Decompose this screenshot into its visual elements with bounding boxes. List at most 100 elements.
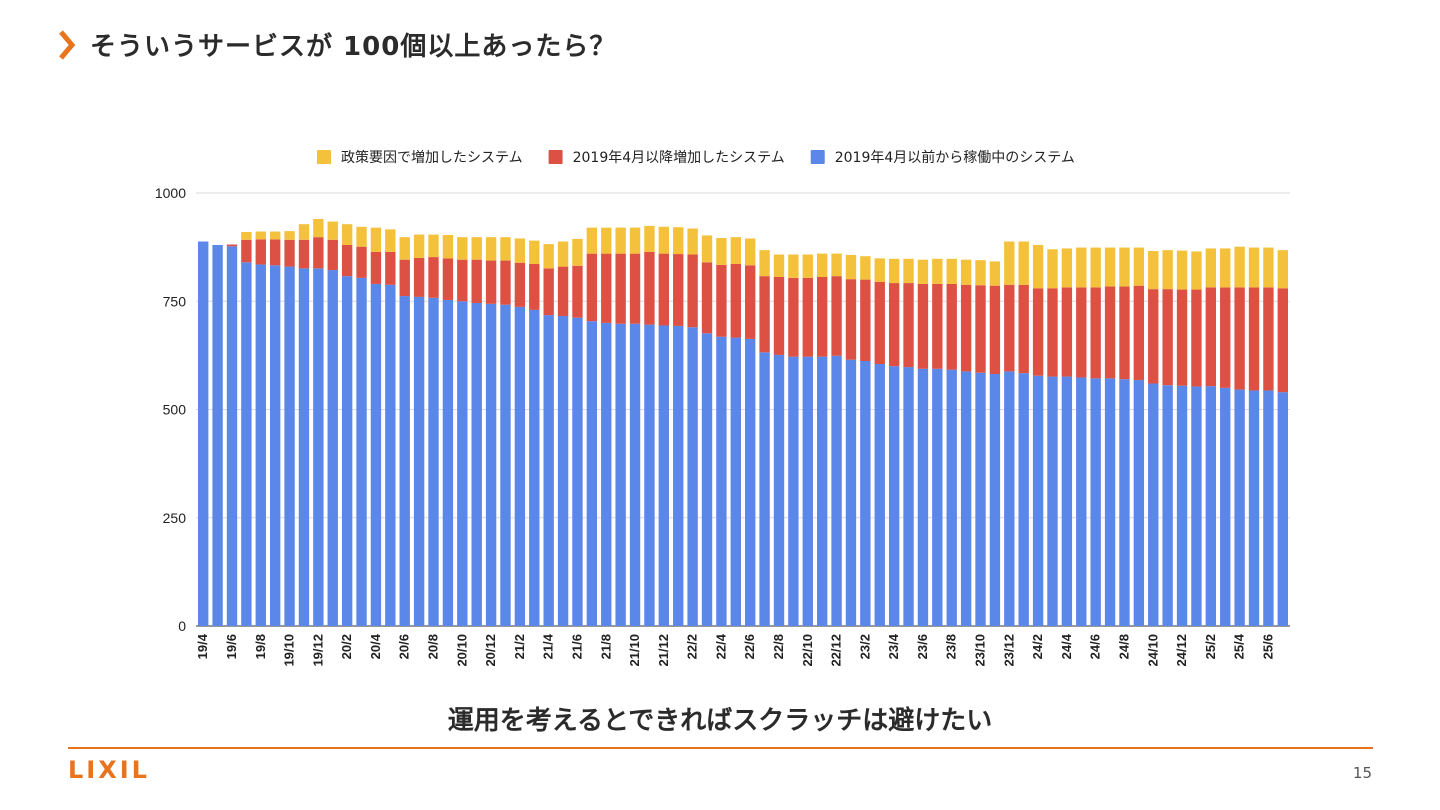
bar-segment bbox=[874, 281, 885, 365]
bar-segment bbox=[1032, 288, 1044, 376]
bar-segment bbox=[716, 336, 727, 626]
bar-segment bbox=[1220, 248, 1231, 288]
x-tick-label: 19/6 bbox=[224, 634, 239, 659]
bar-segment bbox=[673, 325, 684, 626]
bar-segment bbox=[975, 285, 986, 373]
bar-segment bbox=[1004, 284, 1015, 372]
x-tick-label: 23/10 bbox=[973, 634, 988, 667]
bar-segment bbox=[500, 237, 511, 261]
x-tick-label: 23/12 bbox=[1001, 634, 1016, 667]
bar-segment bbox=[327, 239, 338, 271]
x-tick-label: 23/6 bbox=[915, 634, 930, 659]
bar-segment bbox=[1004, 241, 1015, 285]
bar-segment bbox=[658, 226, 670, 254]
bar-segment bbox=[615, 323, 626, 626]
bar-segment bbox=[226, 246, 238, 626]
x-tick-label: 19/12 bbox=[310, 634, 325, 667]
page-number: 15 bbox=[1352, 764, 1372, 782]
bar-segment bbox=[975, 260, 986, 286]
bar-segment bbox=[816, 277, 828, 357]
bar-segment bbox=[1263, 390, 1274, 626]
bar-segment bbox=[745, 338, 756, 626]
bar-segment bbox=[385, 229, 396, 252]
bar-segment bbox=[946, 369, 957, 626]
bar-segment bbox=[831, 276, 842, 356]
bar-segment bbox=[543, 268, 554, 316]
bar-segment bbox=[1220, 387, 1231, 626]
lixil-logo: LIXIL bbox=[68, 756, 150, 784]
x-tick-label: 19/8 bbox=[253, 634, 268, 659]
bar-segment bbox=[399, 237, 410, 260]
x-tick-label: 21/8 bbox=[598, 634, 613, 659]
bar-segment bbox=[773, 277, 785, 355]
bar-segment bbox=[572, 265, 583, 318]
bar-segment bbox=[1119, 379, 1130, 626]
x-tick-label: 21/12 bbox=[656, 634, 671, 667]
bar-segment bbox=[644, 324, 655, 626]
bar-segment bbox=[1277, 392, 1288, 626]
bar-segment bbox=[212, 244, 223, 626]
bar-segment bbox=[1205, 248, 1217, 288]
legend-swatch bbox=[810, 150, 825, 164]
bar-segment bbox=[1176, 385, 1188, 626]
bar-segment bbox=[802, 277, 813, 357]
bar-segment bbox=[529, 264, 540, 310]
bar-segment bbox=[1191, 289, 1202, 387]
bar-segment bbox=[946, 283, 957, 370]
bar-segment bbox=[298, 239, 310, 269]
bar-segment bbox=[687, 327, 698, 626]
bar-segment bbox=[788, 277, 799, 357]
bar-segment bbox=[888, 366, 900, 626]
bar-segment bbox=[1119, 247, 1130, 287]
bar-segment bbox=[989, 373, 1001, 626]
bar-segment bbox=[874, 364, 885, 626]
x-tick-label: 22/6 bbox=[742, 634, 757, 659]
legend-label: 政策要因で増加したシステム bbox=[341, 149, 523, 166]
bar-segment bbox=[701, 235, 713, 263]
bar-segment bbox=[1263, 247, 1274, 288]
x-tick-label: 19/4 bbox=[195, 633, 210, 659]
x-tick-label: 23/8 bbox=[944, 634, 959, 659]
x-tick-label: 21/2 bbox=[512, 634, 527, 659]
bar-segment bbox=[457, 259, 468, 302]
bar-segment bbox=[629, 253, 641, 324]
bar-segment bbox=[730, 264, 741, 338]
bar-segment bbox=[788, 356, 799, 626]
bar-segment bbox=[529, 309, 540, 626]
bar-segment bbox=[500, 260, 511, 305]
legend-swatch bbox=[548, 150, 563, 164]
bar-segment bbox=[1090, 247, 1101, 288]
bar-segment bbox=[514, 306, 526, 626]
bar-segment bbox=[1205, 287, 1217, 387]
bar-segment bbox=[1104, 378, 1116, 626]
bar-segment bbox=[471, 237, 482, 260]
bar-segment bbox=[960, 284, 972, 372]
bar-segment bbox=[658, 325, 670, 626]
bar-segment bbox=[1032, 244, 1044, 289]
bar-segment bbox=[514, 262, 526, 307]
bar-segment bbox=[1263, 287, 1274, 391]
bar-segment bbox=[198, 241, 209, 626]
y-tick-label: 750 bbox=[163, 293, 187, 309]
bar-segment bbox=[442, 299, 454, 626]
x-tick-label: 22/12 bbox=[829, 634, 844, 667]
x-tick-label: 20/6 bbox=[397, 634, 412, 659]
bar-segment bbox=[356, 246, 367, 278]
bar-segment bbox=[1090, 287, 1101, 379]
bar-segment bbox=[1148, 251, 1159, 290]
bar-segment bbox=[1162, 289, 1173, 386]
bar-segment bbox=[1133, 247, 1145, 286]
bar-segment bbox=[1176, 289, 1188, 386]
bar-segment bbox=[586, 253, 598, 322]
bar-segment bbox=[716, 264, 727, 337]
bar-segment bbox=[1176, 250, 1188, 290]
bar-segment bbox=[255, 239, 266, 265]
bar-segment bbox=[687, 228, 698, 255]
bar-segment bbox=[673, 254, 684, 326]
bar-segment bbox=[298, 268, 310, 626]
bar-segment bbox=[1047, 249, 1058, 289]
bar-segment bbox=[759, 352, 770, 626]
bar-segment bbox=[989, 261, 1001, 286]
bar-segment bbox=[1047, 288, 1058, 377]
bar-segment bbox=[1162, 250, 1173, 290]
